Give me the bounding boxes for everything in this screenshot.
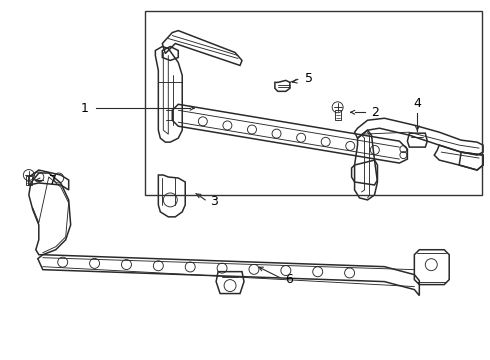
Text: 4: 4 [414, 97, 421, 110]
Text: 7: 7 [49, 174, 57, 186]
Text: 1: 1 [81, 102, 89, 115]
Text: 3: 3 [210, 195, 218, 208]
Bar [335, 110, 341, 120]
Bar [146, 11, 482, 195]
Text: 2: 2 [371, 106, 379, 119]
Text: 5: 5 [305, 72, 313, 85]
Text: 6: 6 [285, 273, 293, 286]
Bar [26, 176, 32, 185]
